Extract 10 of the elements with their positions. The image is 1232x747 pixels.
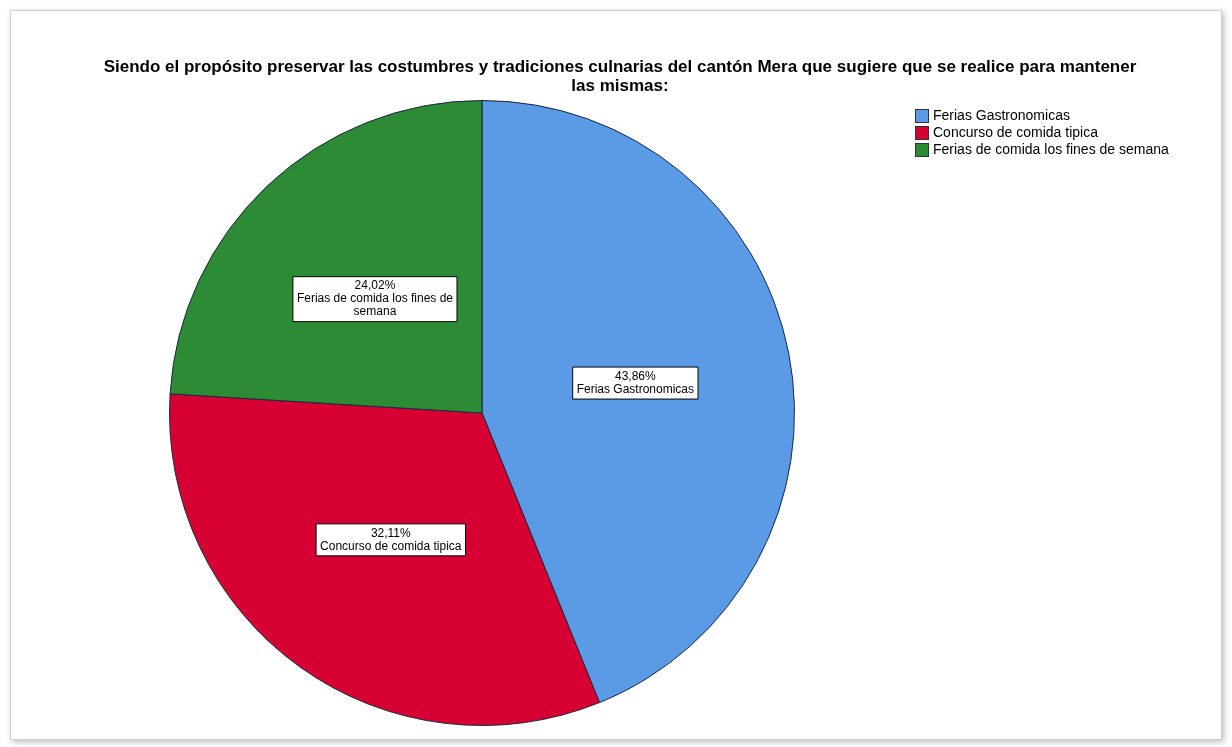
- slice-label: Ferias Gastronomicas: [576, 381, 695, 396]
- data-label: 43,86%: [615, 368, 657, 383]
- slice-label: Ferias de comida los fines de semana: [296, 291, 454, 319]
- legend-label: Ferias de comida los fines de semana: [933, 141, 1170, 157]
- legend-label: Concurso de comida tipica: [933, 124, 1099, 140]
- slice-label: Concurso de comida tipica: [320, 538, 462, 553]
- data-label: 24,02%: [354, 278, 396, 293]
- legend-label: Ferias Gastronomicas: [933, 107, 1071, 123]
- chart-title: Siendo el propósito preservar las costumbres y tradiciones culnarias del cantón Mera que sugiere que se realice para mantener las mismas:: [102, 57, 1138, 95]
- data-label: 32,11%: [370, 525, 412, 540]
